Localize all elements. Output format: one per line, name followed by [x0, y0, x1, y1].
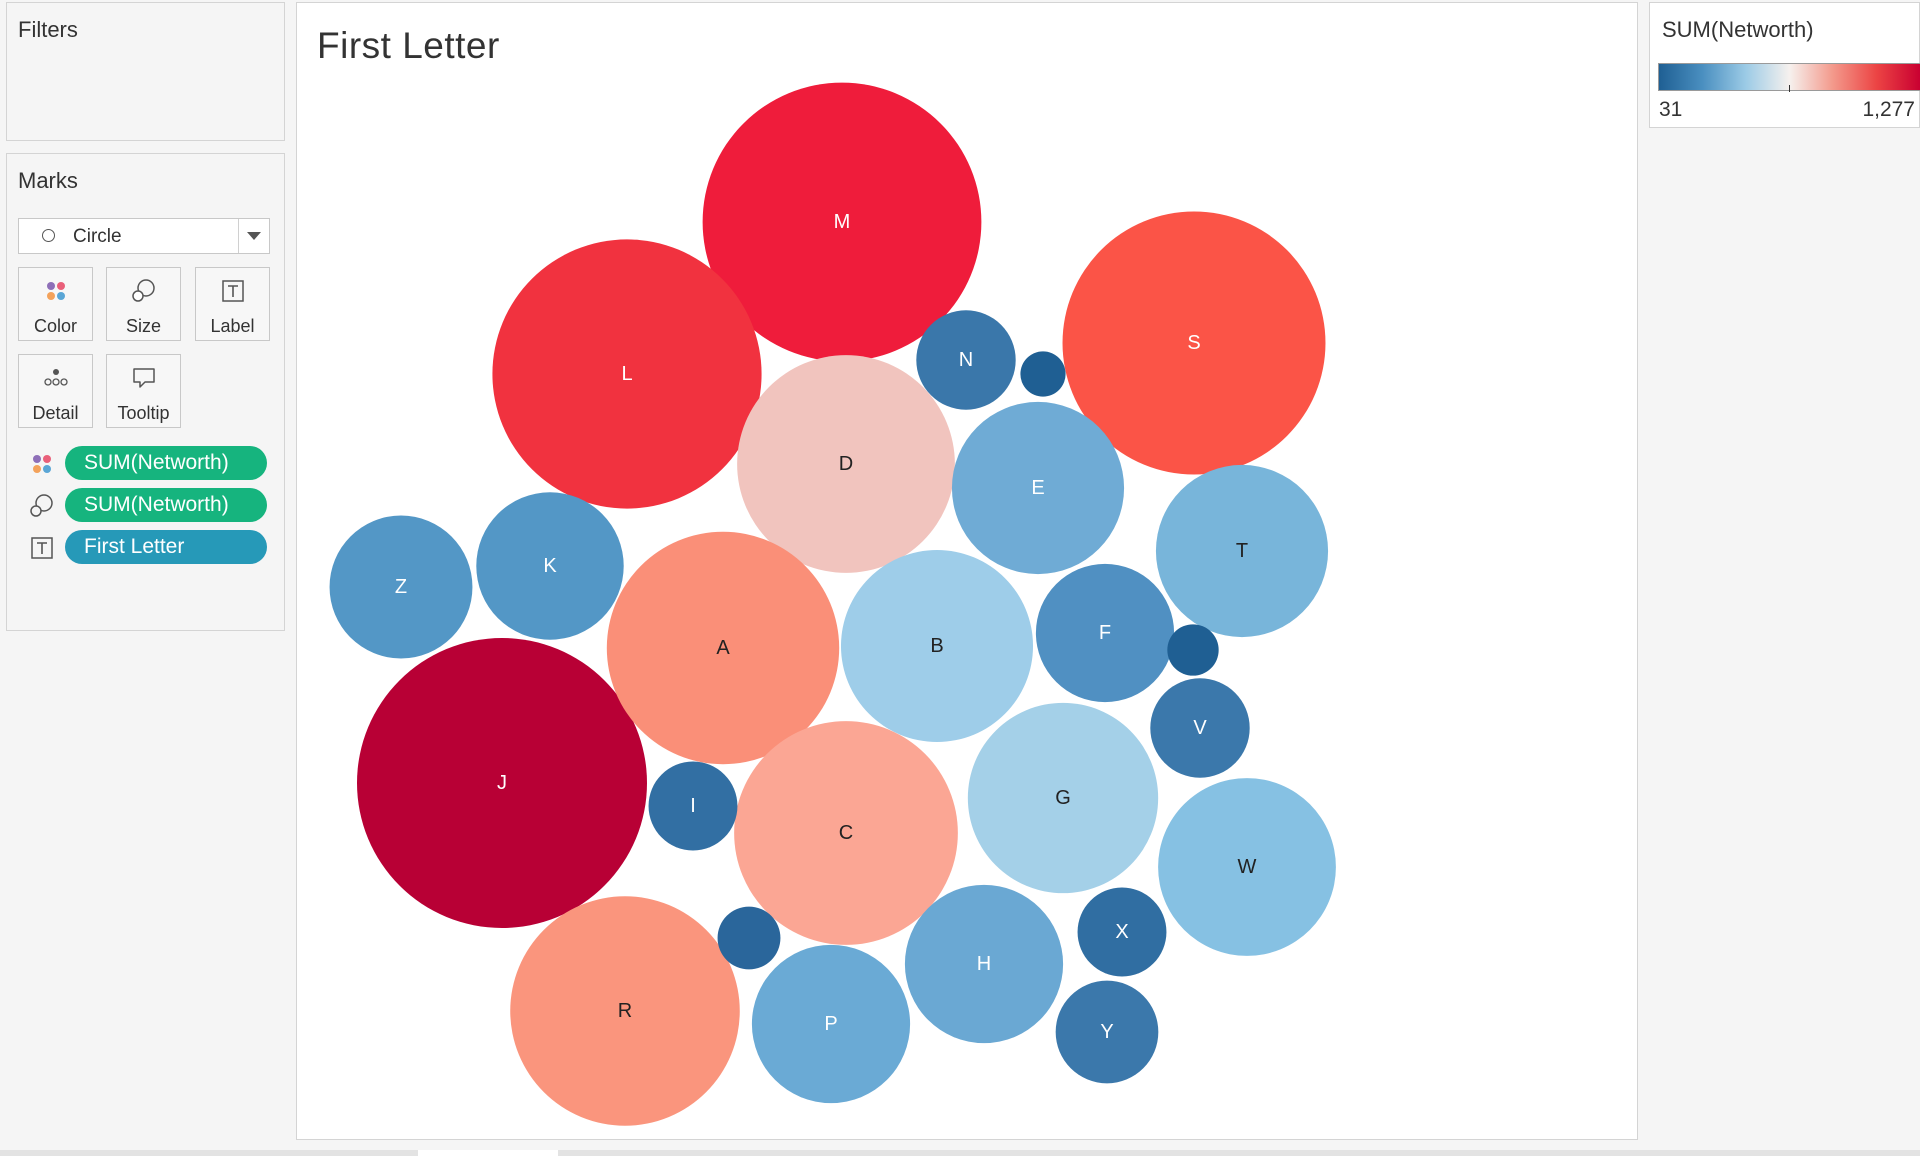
- bubble-y[interactable]: [1055, 980, 1159, 1084]
- legend-min-label: 31: [1659, 98, 1683, 121]
- bubble-unlabeled[interactable]: [717, 906, 781, 970]
- size-bubbles-icon: [132, 279, 155, 302]
- tooltip-card-label: Tooltip: [117, 403, 170, 423]
- bubble-e[interactable]: [951, 401, 1125, 575]
- bubble-label-a: A: [716, 637, 730, 659]
- bubble-h[interactable]: [904, 884, 1064, 1044]
- bubble-label-i: I: [690, 795, 696, 817]
- filters-title: Filters: [18, 17, 78, 42]
- bubble-label-k: K: [543, 555, 557, 577]
- viz-canvas: First Letter M L S J D A R C B G E T W Z K F H P N V X Y I: [296, 2, 1638, 1140]
- bubble-label-t: T: [1236, 540, 1248, 562]
- bubble-chart: M L S J D A R C B G E T W Z K F H P N V X Y I: [329, 82, 1336, 1126]
- dropdown-divider: [238, 219, 239, 253]
- color-measure-pill[interactable]: SUM(Networth): [65, 446, 267, 480]
- bubble-b[interactable]: [840, 549, 1034, 743]
- bubble-x[interactable]: [1077, 887, 1167, 977]
- label-dimension-pill[interactable]: First Letter: [65, 530, 267, 564]
- detail-card-button[interactable]: Detail: [18, 354, 93, 428]
- bubble-unlabeled[interactable]: [1167, 624, 1219, 676]
- size-bubbles-icon: [30, 494, 53, 517]
- legend-midpoint-tick: [1789, 85, 1790, 92]
- label-card-label: Label: [210, 316, 255, 336]
- bubble-s[interactable]: [1062, 211, 1326, 475]
- mark-type-label: Circle: [73, 226, 122, 247]
- tooltip-bubble-icon: [133, 368, 155, 388]
- bubble-d[interactable]: [737, 355, 955, 573]
- bubble-label-r: R: [618, 1000, 632, 1022]
- bubble-label-f: F: [1099, 622, 1111, 644]
- label-text-icon: [31, 537, 53, 559]
- bubble-label-d: D: [839, 453, 853, 475]
- bubble-label-c: C: [839, 822, 853, 844]
- bubble-label-w: W: [1238, 856, 1257, 878]
- bubble-p[interactable]: [751, 944, 911, 1104]
- legend-title: SUM(Networth): [1662, 17, 1814, 42]
- bubble-v[interactable]: [1150, 678, 1250, 778]
- bubble-m[interactable]: [702, 82, 982, 362]
- bubble-label-z: Z: [395, 576, 407, 598]
- bubble-a[interactable]: [606, 531, 840, 765]
- bubble-label-x: X: [1115, 921, 1128, 943]
- bubble-label-e: E: [1031, 477, 1044, 499]
- filters-shelf[interactable]: Filters: [6, 2, 285, 141]
- size-measure-pill[interactable]: SUM(Networth): [65, 488, 267, 522]
- bubble-l[interactable]: [492, 239, 762, 509]
- chevron-down-icon[interactable]: [247, 232, 261, 240]
- bubble-label-m: M: [834, 211, 851, 233]
- size-card-button[interactable]: Size: [106, 267, 181, 341]
- bubble-k[interactable]: [476, 492, 624, 640]
- bubble-n[interactable]: [916, 310, 1016, 410]
- color-card-button[interactable]: Color: [18, 267, 93, 341]
- bubble-label-b: B: [930, 635, 943, 657]
- bubble-t[interactable]: [1155, 464, 1329, 638]
- bubble-label-g: G: [1055, 787, 1071, 809]
- bubble-r[interactable]: [510, 896, 740, 1126]
- tooltip-card-button[interactable]: Tooltip: [106, 354, 181, 428]
- color-card-label: Color: [33, 316, 77, 336]
- bubble-label-y: Y: [1100, 1021, 1113, 1043]
- bubble-label-j: J: [497, 772, 507, 794]
- legend-max-label: 1,277: [1862, 98, 1915, 121]
- color-pill-row: SUM(Networth): [29, 446, 274, 480]
- viz-title: First Letter: [317, 25, 500, 66]
- bubble-g[interactable]: [967, 702, 1159, 894]
- bubble-label-n: N: [959, 349, 973, 371]
- label-text-icon: [222, 280, 244, 302]
- bubble-label-v: V: [1193, 717, 1207, 739]
- bubble-z[interactable]: [329, 515, 473, 659]
- label-pill-row: First Letter: [29, 530, 274, 564]
- bubble-label-s: S: [1187, 332, 1200, 354]
- mark-type-dropdown[interactable]: Circle: [18, 218, 270, 254]
- bubble-f[interactable]: [1035, 563, 1175, 703]
- bubble-label-l: L: [621, 363, 632, 385]
- color-dots-icon: [47, 282, 65, 300]
- sheet-tab-bar: [0, 1150, 1920, 1156]
- size-card-label: Size: [125, 316, 161, 336]
- bubble-unlabeled[interactable]: [1020, 351, 1066, 397]
- bubble-w[interactable]: [1158, 778, 1336, 956]
- detail-card-label: Detail: [32, 403, 79, 423]
- bubble-c[interactable]: [734, 721, 958, 945]
- marks-card: Marks Circle Color Size Label: [6, 153, 285, 631]
- bubble-label-h: H: [977, 953, 991, 975]
- size-pill-row: SUM(Networth): [29, 488, 274, 522]
- bubble-label-p: P: [824, 1013, 837, 1035]
- bubble-j[interactable]: [357, 638, 647, 928]
- bubble-i[interactable]: [648, 761, 738, 851]
- label-card-button[interactable]: Label: [195, 267, 270, 341]
- circle-mark-icon: [42, 229, 55, 242]
- active-sheet-tab[interactable]: [418, 1150, 558, 1156]
- color-legend: SUM(Networth) 31 1,277: [1649, 2, 1920, 128]
- marks-title: Marks: [18, 168, 78, 193]
- color-dots-icon: [33, 455, 51, 473]
- detail-dots-icon: [44, 369, 68, 386]
